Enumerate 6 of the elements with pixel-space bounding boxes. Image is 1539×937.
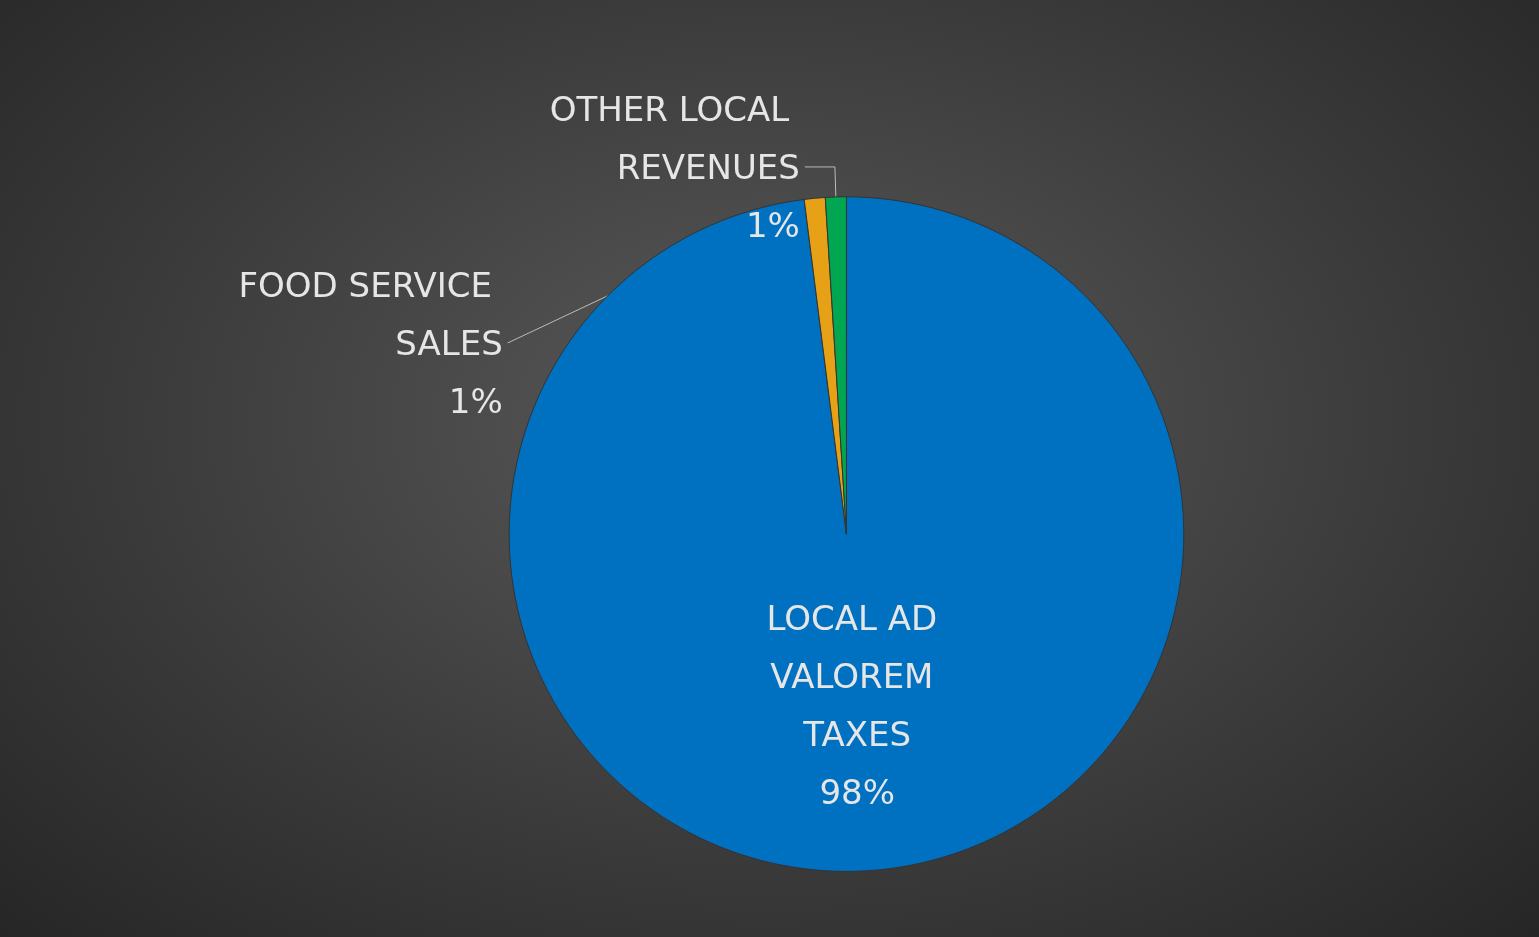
- data-label: 98%: [819, 772, 896, 813]
- slice-label: FOOD SERVICE SALES: [238, 264, 503, 363]
- data-label: 1%: [448, 380, 503, 421]
- slice-label: LOCAL AD VALOREM TAXES: [766, 598, 948, 755]
- data-label: 1%: [745, 204, 800, 245]
- slice-label: OTHER LOCAL REVENUES: [549, 88, 800, 187]
